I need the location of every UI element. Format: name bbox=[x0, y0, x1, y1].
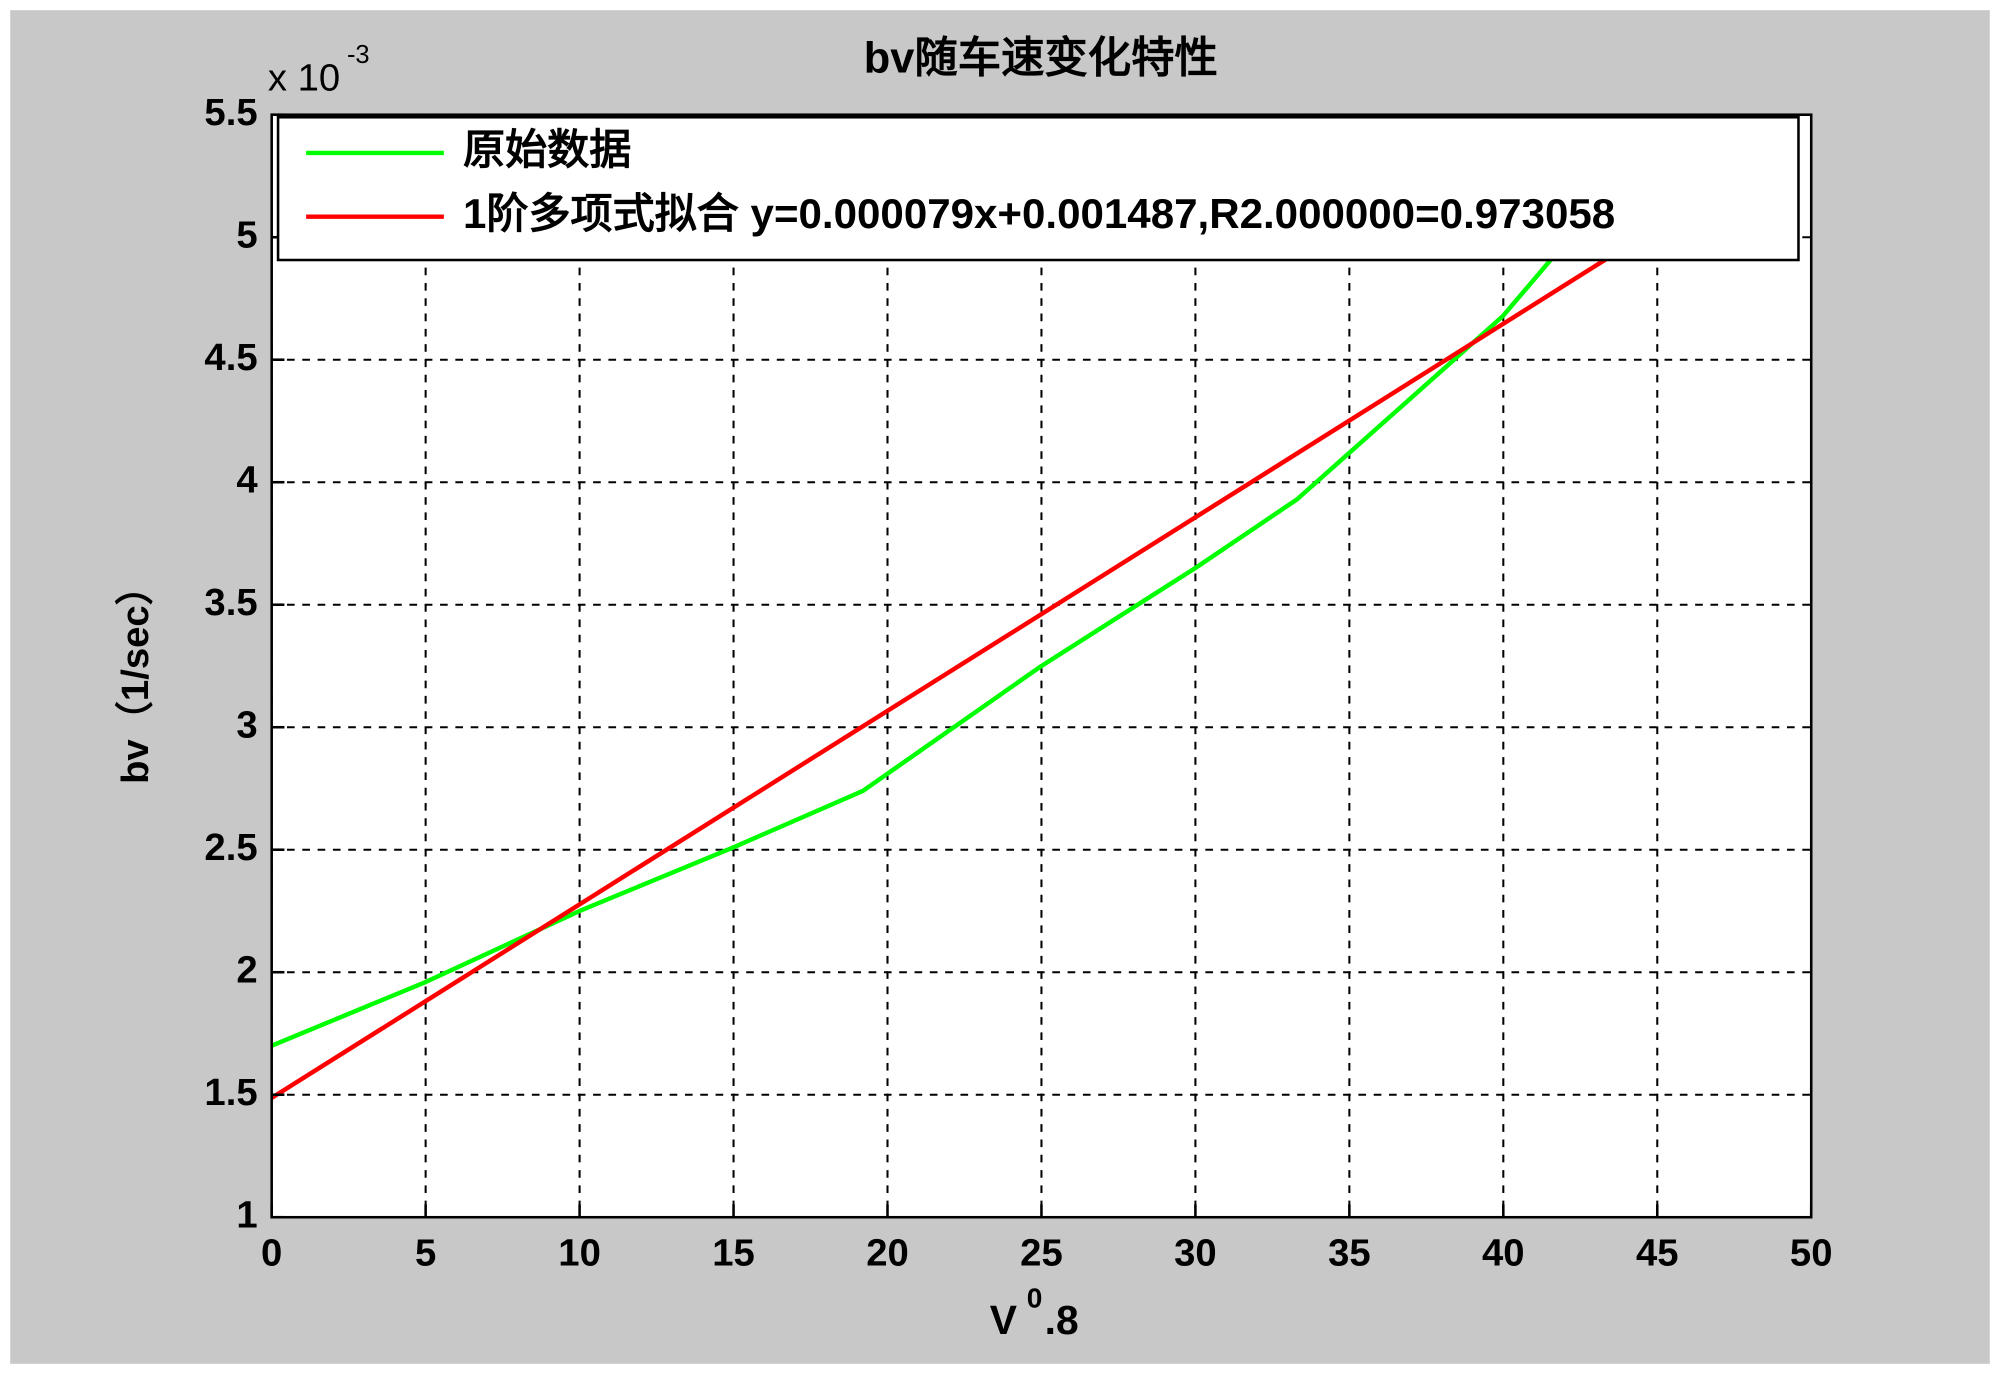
chart-title: bv随车速变化特性 bbox=[864, 35, 1218, 83]
x-axis-label-rest: .8 bbox=[1045, 1297, 1079, 1343]
y-multiplier: x 10 bbox=[268, 56, 340, 99]
x-tick-label: 25 bbox=[1020, 1232, 1063, 1275]
y-tick-label: 1.5 bbox=[204, 1071, 257, 1114]
legend: 原始数据 1阶多项式拟合 y=0.000079x+0.001487,R2.0000… bbox=[276, 115, 1800, 262]
x-tick-label: 40 bbox=[1482, 1232, 1525, 1275]
y-tick-label: 5 bbox=[236, 213, 257, 256]
x-axis-label: V bbox=[990, 1297, 1017, 1343]
legend-box bbox=[276, 115, 1800, 262]
x-tick-label: 15 bbox=[712, 1232, 755, 1275]
series-line bbox=[270, 252, 1616, 1100]
y-multiplier-exponent: -3 bbox=[347, 41, 370, 69]
y-tick-label: 3.5 bbox=[204, 581, 257, 624]
y-tick-label: 1 bbox=[236, 1193, 257, 1236]
legend-label: 1阶多项式拟合 y=0.000079x+0.001487,R2.000000=0… bbox=[463, 190, 1615, 237]
y-tick-label: 4.5 bbox=[204, 336, 257, 379]
x-tick-label: 35 bbox=[1328, 1232, 1371, 1275]
x-axis-label-superscript: 0 bbox=[1027, 1282, 1043, 1313]
y-tick-label: 5.5 bbox=[204, 91, 257, 134]
x-tick-label: 5 bbox=[415, 1232, 436, 1275]
axes-box bbox=[270, 113, 1813, 1219]
x-tick-label: 30 bbox=[1174, 1232, 1217, 1275]
y-tick-label: 2.5 bbox=[204, 826, 257, 869]
y-tick-label: 2 bbox=[236, 948, 257, 991]
x-tick-label: 20 bbox=[866, 1232, 909, 1275]
x-tick-label: 45 bbox=[1636, 1232, 1679, 1275]
x-tick-label: 10 bbox=[558, 1232, 601, 1275]
lines bbox=[270, 230, 1616, 1100]
y-axis-label: bv（1/sec） bbox=[114, 567, 157, 784]
x-tick-label: 50 bbox=[1790, 1232, 1833, 1275]
y-tick-label: 3 bbox=[236, 703, 257, 746]
y-tick-label: 4 bbox=[236, 458, 258, 501]
x-tick-label: 0 bbox=[261, 1232, 282, 1275]
legend-label: 原始数据 bbox=[463, 126, 631, 173]
